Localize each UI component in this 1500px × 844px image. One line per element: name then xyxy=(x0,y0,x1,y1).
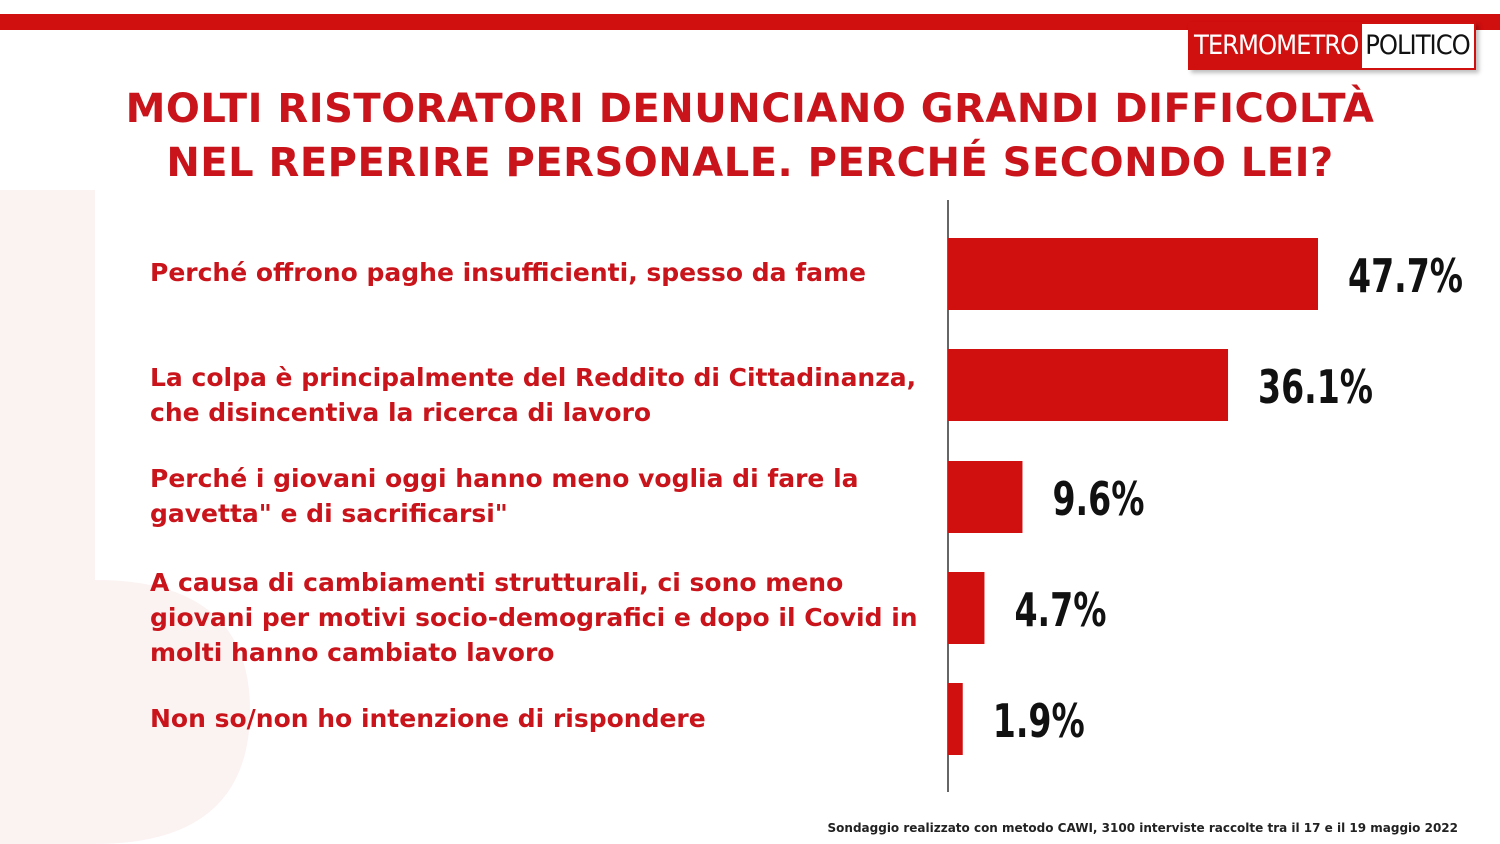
bar-2 xyxy=(948,349,1229,421)
title-line-2: NEL REPERIRE PERSONALE. PERCHÉ SECONDO L… xyxy=(166,140,1334,186)
termometro-politico-logo: TERMOMETRO POLITICO xyxy=(1188,22,1476,70)
bar-3 xyxy=(948,461,1023,533)
title-line-1: MOLTI RISTORATORI DENUNCIANO GRANDI DIFF… xyxy=(125,86,1375,132)
footnote: Sondaggio realizzato con metodo CAWI, 31… xyxy=(827,821,1458,835)
logo-text-politico: POLITICO xyxy=(1362,22,1476,70)
bar-5 xyxy=(948,683,963,755)
category-label-1: Perché offrono paghe insufficienti, spes… xyxy=(150,258,866,287)
value-label-2: 36.1% xyxy=(1258,360,1373,414)
category-label-4: A causa di cambiamenti strutturali, ci s… xyxy=(150,568,918,667)
category-label-2: La colpa è principalmente del Reddito di… xyxy=(150,363,917,427)
background-watermark xyxy=(0,190,300,844)
top-accent-band xyxy=(0,14,1500,30)
category-label-3: Perché i giovani oggi hanno meno voglia … xyxy=(150,464,859,528)
bar-1 xyxy=(948,238,1318,310)
category-label-5: Non so/non ho intenzione di rispondere xyxy=(150,704,706,733)
value-label-4: 4.7% xyxy=(1014,583,1106,637)
value-label-5: 1.9% xyxy=(993,694,1085,748)
chart-title: MOLTI RISTORATORI DENUNCIANO GRANDI DIFF… xyxy=(20,82,1480,190)
bar-4 xyxy=(948,572,985,644)
logo-text-termometro: TERMOMETRO xyxy=(1188,22,1363,70)
value-label-1: 47.7% xyxy=(1348,249,1463,303)
value-label-3: 9.6% xyxy=(1052,472,1144,526)
